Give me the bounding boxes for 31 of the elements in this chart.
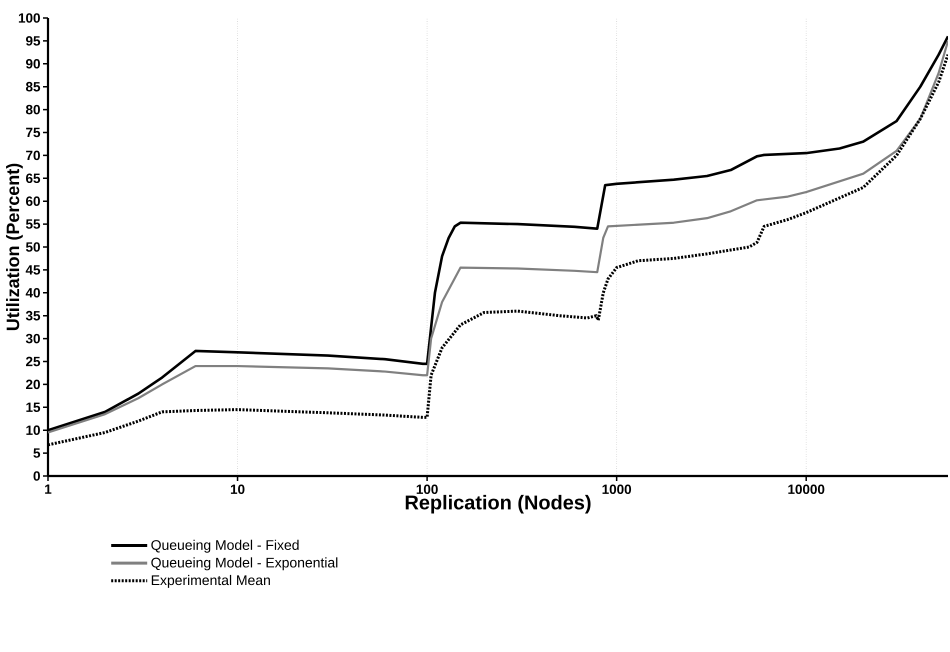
y-tick-label: 100 (18, 13, 40, 23)
y-tick-label: 45 (26, 265, 40, 275)
y-tick-label: 55 (26, 219, 40, 229)
x-tick-label: 10000 (788, 484, 824, 494)
legend-label: Queueing Model - Exponential (151, 557, 338, 570)
y-tick-label: 90 (26, 59, 40, 69)
x-tick-label: 10 (230, 484, 244, 494)
y-tick-label: 80 (26, 104, 40, 114)
y-tick-label: 70 (26, 150, 40, 160)
y-tick-label: 85 (26, 82, 40, 92)
y-tick-label: 40 (26, 288, 40, 298)
y-tick-label: 25 (26, 356, 40, 366)
y-tick-label: 20 (26, 380, 40, 390)
y-tick-label: 35 (26, 310, 40, 320)
y-axis-title: Utilization (Percent) (6, 164, 23, 330)
y-tick-label: 10 (26, 425, 40, 435)
y-tick-label: 5 (33, 448, 40, 458)
y-tick-label: 50 (26, 242, 40, 252)
y-tick-label: 65 (26, 174, 40, 184)
x-tick-label: 100 (416, 484, 438, 494)
y-tick-label: 60 (26, 196, 40, 206)
y-tick-label: 30 (26, 334, 40, 344)
x-axis-title: Replication (Nodes) (406, 494, 591, 514)
legend-label: Queueing Model - Fixed (151, 540, 299, 553)
y-tick-label: 15 (26, 402, 40, 412)
x-tick-label: 1000 (602, 484, 632, 494)
legend-label: Experimental Mean (152, 574, 270, 588)
y-tick-label: 75 (26, 128, 40, 138)
y-tick-label: 0 (34, 471, 40, 481)
x-tick-label: 1 (45, 484, 52, 494)
y-tick-label: 95 (26, 36, 40, 46)
